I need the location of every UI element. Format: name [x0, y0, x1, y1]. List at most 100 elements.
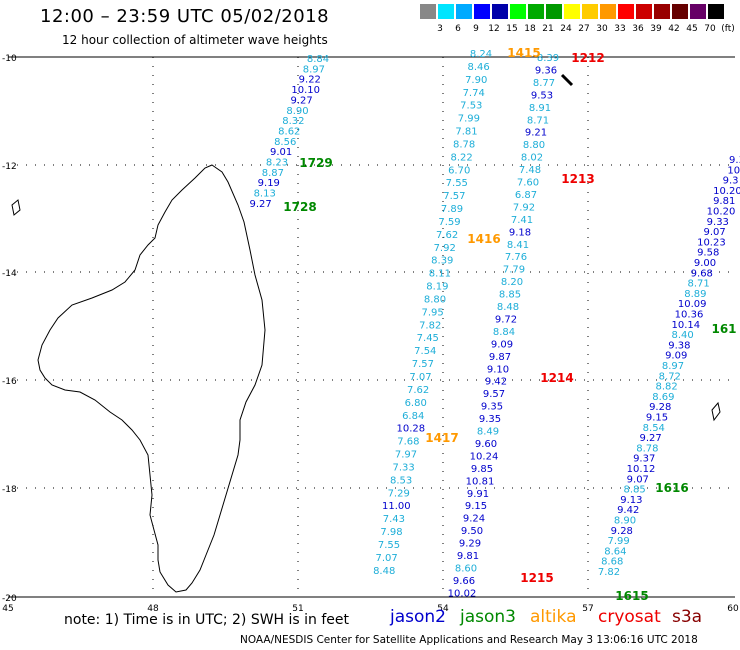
wave-height-label: 9.09 — [665, 351, 687, 362]
wave-height-label: 9.09 — [491, 339, 513, 350]
wave-height-label: 8.40 — [671, 330, 693, 341]
lon-label: 48 — [147, 604, 159, 614]
wave-height-label: 10.36 — [675, 310, 704, 321]
scale-label: 18 — [524, 24, 536, 34]
wave-height-label: 9.13 — [620, 495, 642, 506]
lon-label: 51 — [292, 604, 303, 614]
wave-height-label: 9.00 — [694, 258, 716, 269]
wave-height-label: 8.84 — [307, 54, 329, 65]
wave-height-label: 6.70 — [448, 165, 470, 176]
wave-height-label: 7.62 — [407, 385, 429, 396]
wave-height-label: 6.87 — [515, 190, 537, 201]
wave-height-label: 7.53 — [460, 101, 482, 112]
scale-label: 3 — [437, 24, 443, 34]
wave-height-label: 7.81 — [455, 127, 477, 138]
legend-altika: altika — [530, 607, 577, 627]
wave-height-label: 8.60 — [455, 564, 477, 575]
wave-height-label: 8.89 — [684, 289, 706, 300]
wave-height-label: 9.81 — [457, 551, 479, 562]
scale-swatch — [546, 4, 562, 19]
wave-height-label: 8.80 — [523, 140, 545, 151]
wave-height-label: 7.89 — [441, 204, 463, 215]
scale-swatch — [690, 4, 706, 19]
time-tag: 1212 — [571, 51, 604, 65]
wave-height-label: 7.98 — [380, 527, 402, 538]
wave-height-label: 9.91 — [467, 489, 489, 500]
wave-height-label: 9.87 — [489, 352, 511, 363]
scale-label: 21 — [542, 24, 554, 34]
scale-label: 70 — [704, 24, 716, 34]
time-tag: 1215 — [520, 571, 553, 585]
wave-height-label: 7.55 — [446, 178, 468, 189]
wave-height-label: 7.76 — [505, 252, 527, 263]
wave-height-label: 8.78 — [453, 139, 475, 150]
lat-label: -16 — [2, 377, 17, 387]
scale-swatch — [564, 4, 580, 19]
time-tag: 1417 — [425, 431, 458, 445]
wave-height-label: 8.39 — [537, 53, 559, 64]
scale-swatch — [654, 4, 670, 19]
wave-height-label: 7.62 — [436, 230, 458, 241]
wave-height-label: 10.10 — [291, 85, 320, 96]
scale-swatch — [708, 4, 724, 19]
wave-height-label: 9.01 — [270, 147, 292, 158]
time-tag: 1415 — [507, 46, 540, 60]
wave-height-label: 7.43 — [383, 514, 405, 525]
scale-swatch — [438, 4, 454, 19]
time-tag: 1416 — [467, 232, 500, 246]
wave-height-label: 10.12 — [627, 464, 656, 475]
wave-height-label: 9.18 — [509, 227, 531, 238]
wave-height-label: 8.49 — [477, 427, 499, 438]
legend-jason2: jason2 — [390, 607, 446, 627]
wave-height-label: 8.02 — [521, 153, 543, 164]
scale-label: 42 — [668, 24, 680, 34]
wave-height-label: 9.68 — [691, 268, 713, 279]
wave-height-label: 7.59 — [438, 217, 460, 228]
wave-height-label: 8.71 — [687, 279, 709, 290]
scale-label: 6 — [455, 24, 461, 34]
wave-height-label: 8.39 — [431, 256, 453, 267]
wave-height-label: 9.50 — [461, 526, 483, 537]
wave-height-label: 7.92 — [513, 202, 535, 213]
wave-height-label: 9.3 — [723, 176, 739, 187]
island-outline — [560, 73, 574, 87]
wave-height-label: 7.79 — [503, 265, 525, 276]
wave-height-label: 9.24 — [463, 514, 485, 525]
wave-height-label: 8.90 — [286, 106, 308, 117]
scale-label: 9 — [473, 24, 479, 34]
wave-height-label: 8.11 — [429, 269, 451, 280]
wave-height-label: 9.58 — [697, 248, 719, 259]
time-tag: 1214 — [540, 371, 573, 385]
wave-height-label: 8.85 — [623, 485, 645, 496]
wave-height-label: 10.24 — [470, 451, 499, 462]
island-outline — [11, 199, 21, 216]
wave-height-label: 8.87 — [262, 168, 284, 179]
scale-swatch — [618, 4, 634, 19]
lon-label: 60 — [727, 604, 739, 614]
wave-height-label: 9.36 — [535, 66, 557, 77]
wave-height-label: 7.68 — [397, 437, 419, 448]
scale-label: 45 — [686, 24, 698, 34]
scale-swatch — [492, 4, 508, 19]
wave-height-label: 7.99 — [607, 536, 629, 547]
wave-height-label: 7.57 — [412, 359, 434, 370]
madagascar-coastline — [37, 164, 266, 593]
wave-height-label: 8.22 — [450, 152, 472, 163]
wave-height-label: 8.91 — [529, 103, 551, 114]
scale-label: 15 — [506, 24, 518, 34]
wave-height-label: 9.3 — [729, 155, 740, 166]
page-title: 12:00 – 23:59 UTC 05/02/2018 — [40, 6, 330, 27]
wave-height-label: 10.02 — [448, 588, 477, 599]
wave-height-label: 9.19 — [258, 178, 280, 189]
wave-height-label: 9.81 — [713, 196, 735, 207]
lat-label: -12 — [2, 162, 17, 172]
wave-height-label: 9.27 — [290, 95, 312, 106]
wave-height-label: 9.35 — [481, 402, 503, 413]
time-tag: 1729 — [299, 156, 332, 170]
scale-swatch — [474, 4, 490, 19]
wave-height-label: 9.15 — [465, 501, 487, 512]
lon-label: 57 — [582, 604, 593, 614]
lon-label: 54 — [437, 604, 449, 614]
wave-height-label: 9.60 — [475, 439, 497, 450]
